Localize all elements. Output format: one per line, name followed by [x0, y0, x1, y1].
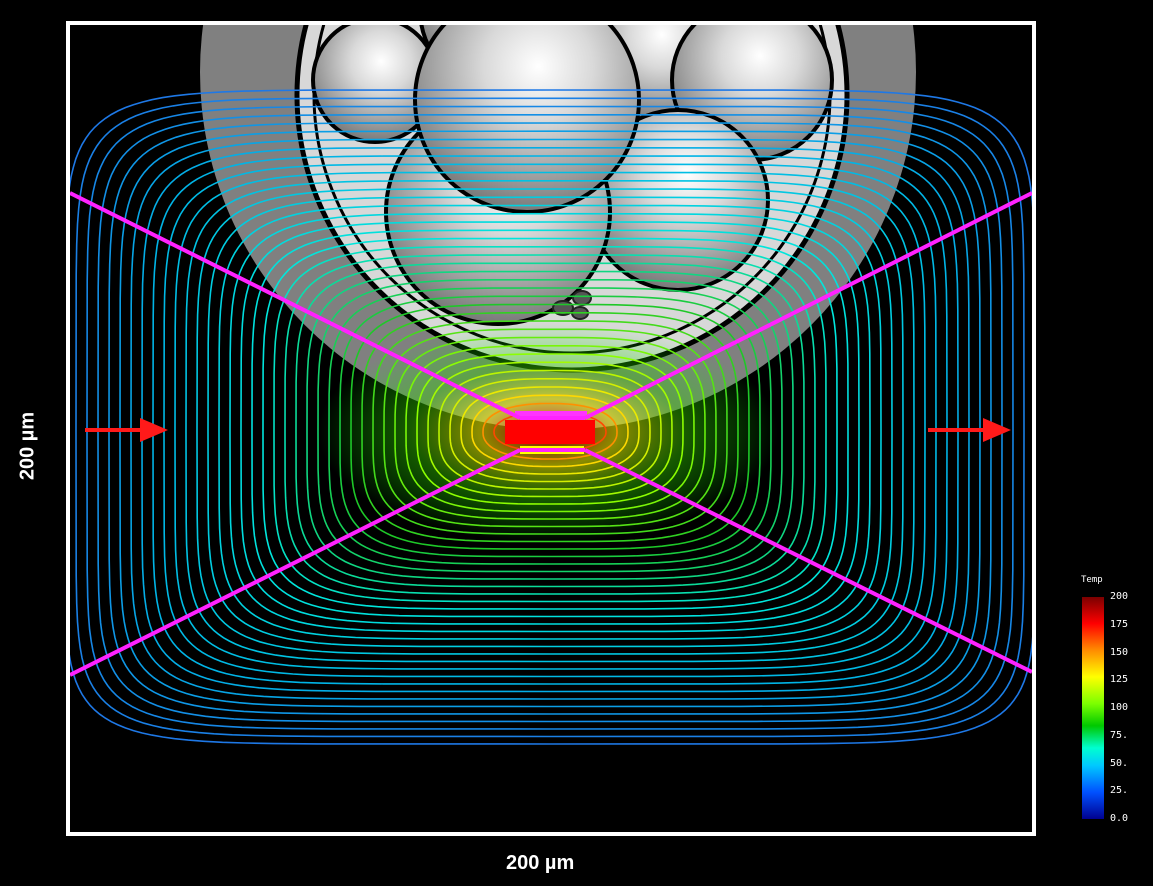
- contour-line: [196, 188, 904, 655]
- colorbar-title: Temp: [1081, 575, 1103, 585]
- contour-line: [295, 262, 805, 588]
- hotspot-band-top: [515, 411, 587, 417]
- contour-line: [163, 163, 937, 678]
- contour-line: [240, 221, 860, 625]
- x-axis-label: 200 µm: [506, 852, 575, 874]
- contour-line: [174, 171, 926, 670]
- contour-line: [229, 212, 871, 633]
- colorbar-tick-label: 125: [1110, 674, 1129, 686]
- arrow-right-icon: [928, 418, 1011, 442]
- colorbar-tick-label: 75.: [1110, 729, 1129, 741]
- contour-line: [207, 196, 893, 648]
- contour-line: [273, 246, 827, 603]
- colorbar-tick-label: 50.: [1110, 757, 1129, 769]
- contour-line: [185, 179, 915, 663]
- beam-line: [584, 191, 1032, 420]
- contour-line: [350, 303, 750, 550]
- colorbar-tick-label: 25.: [1110, 785, 1129, 797]
- contour-line: [383, 328, 717, 528]
- contour-line: [262, 237, 838, 610]
- particle: [572, 290, 592, 306]
- contour-line: [394, 336, 706, 520]
- contour-line: [427, 361, 673, 498]
- contour-line: [416, 353, 684, 505]
- contour-line: [317, 279, 783, 573]
- beam-line: [584, 448, 1032, 674]
- colorbar-tick-label: 175: [1110, 618, 1129, 630]
- contour-line: [251, 229, 849, 618]
- contour-line: [306, 270, 794, 580]
- contour-line: [75, 97, 1025, 738]
- contour-line: [284, 254, 816, 595]
- contour-line: [218, 204, 882, 640]
- contour-line: [460, 386, 640, 475]
- colorbar-tick-label: 100: [1110, 702, 1129, 713]
- contour-line: [372, 320, 728, 535]
- contour-line: [482, 402, 618, 460]
- contour-line: [328, 287, 772, 565]
- colorbar: [1082, 597, 1104, 819]
- colorbar-tick-label: 0.0: [1110, 813, 1129, 824]
- contour-line: [471, 394, 629, 468]
- hotspot: [505, 420, 595, 444]
- beam-line: [70, 191, 521, 420]
- contour-line: [438, 369, 662, 490]
- contour-line: [339, 295, 761, 558]
- contour-line: [449, 378, 651, 483]
- contour-line: [405, 345, 695, 513]
- y-axis-label: 200 µm: [16, 411, 39, 481]
- plot-frame: [66, 21, 1036, 836]
- beam-line: [70, 448, 521, 677]
- contour-line: [361, 312, 739, 543]
- colorbar-tick-label: 200: [1110, 591, 1129, 602]
- contour-line: [70, 89, 1032, 745]
- colorbar-tick-label: 150: [1110, 646, 1129, 658]
- arrow-right-icon: [85, 418, 168, 442]
